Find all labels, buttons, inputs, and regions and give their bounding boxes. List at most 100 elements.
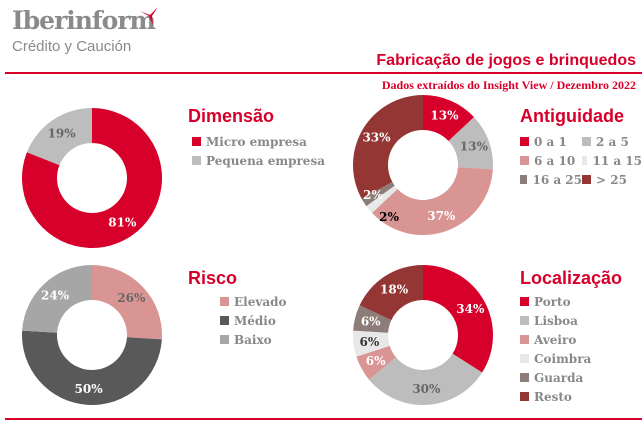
legend-label: 0 a 1 <box>534 134 567 149</box>
data-label: 81% <box>108 216 137 230</box>
legend-swatch <box>582 156 588 165</box>
data-label: 6% <box>361 315 381 329</box>
legend-swatch <box>520 316 529 325</box>
chart-title: Risco <box>188 268 238 288</box>
legend-label: Médio <box>234 313 276 328</box>
slice-Pequena empresa <box>26 108 92 166</box>
legend-label: Baixo <box>234 332 272 347</box>
data-label: 34% <box>456 302 485 316</box>
legend-swatch <box>520 175 528 184</box>
data-label: 2% <box>379 210 399 224</box>
slice-6 a 10 <box>371 167 493 236</box>
data-label: 19% <box>48 126 77 140</box>
legend-label: Resto <box>534 389 572 404</box>
legend-swatch <box>582 175 591 184</box>
legend-item: Guarda <box>520 368 591 387</box>
legend-item: 16 a 25 <box>520 170 582 189</box>
slice-Guarda <box>353 305 392 333</box>
legend-item: Pequena empresa <box>192 151 325 170</box>
data-label: 37% <box>427 209 456 223</box>
slice-2 a 5 <box>448 117 493 170</box>
legend-swatch <box>520 335 529 344</box>
donut-chart-antiguidade: 13% 13% 37% 2% 2% 33% <box>353 95 493 236</box>
legend-swatch <box>520 137 529 146</box>
chart-title: Dimensão <box>188 106 275 126</box>
legend-item: Médio <box>220 311 286 330</box>
legend-label: > 25 <box>596 172 627 187</box>
data-label: 2% <box>363 188 383 202</box>
legend: Porto Lisboa Aveiro Coimbra Guarda Resto <box>520 292 591 406</box>
legend-swatch <box>520 354 529 363</box>
slice-Coimbra <box>353 330 390 357</box>
legend-item: > 25 <box>582 170 642 189</box>
slice-11 a 15 <box>366 185 398 213</box>
chart-title: Antiguidade <box>520 106 624 126</box>
slice-> 25 <box>353 95 423 199</box>
legend-label: 2 a 5 <box>596 134 629 149</box>
logo-subtitle: Crédito y Caución <box>12 38 132 55</box>
legend-item: Micro empresa <box>192 132 325 151</box>
legend-swatch <box>520 297 529 306</box>
data-label: 13% <box>430 108 459 122</box>
legend-swatch <box>192 156 201 165</box>
slice-Micro empresa <box>21 108 162 248</box>
legend-item: Porto <box>520 292 591 311</box>
data-label: 13% <box>460 140 489 154</box>
data-label: 50% <box>75 382 104 396</box>
legend-label: Aveiro <box>534 332 577 347</box>
legend-item: Resto <box>520 387 591 406</box>
legend-item: 6 a 10 <box>520 151 582 170</box>
legend: 0 a 1 2 a 5 6 a 10 11 a 15 16 a 25 > 25 <box>520 132 642 189</box>
legend-item: 2 a 5 <box>582 132 642 151</box>
legend-swatch <box>220 297 229 306</box>
page-subtitle: Dados extraídos do Insight View / Dezemb… <box>381 78 636 92</box>
data-label: 33% <box>362 131 391 145</box>
legend-swatch <box>520 156 529 165</box>
legend-label: Coimbra <box>534 351 592 366</box>
donut-chart-localização: 34% 30% 6% 6% 6% 18% <box>353 265 493 405</box>
legend-label: Porto <box>534 294 571 309</box>
divider <box>5 72 642 74</box>
page-title: Fabricação de jogos e brinquedos <box>376 52 636 69</box>
legend-label: Lisboa <box>534 313 578 328</box>
chart-title: Localização <box>520 268 623 288</box>
logo-swoosh-icon <box>140 7 158 25</box>
legend-item: Baixo <box>220 330 286 349</box>
slice-Elevado <box>92 265 162 340</box>
legend-label: 11 a 15 <box>592 153 642 168</box>
legend-swatch <box>220 316 229 325</box>
data-label: 18% <box>380 282 409 296</box>
legend-item: Lisboa <box>520 311 591 330</box>
legend: Elevado Médio Baixo <box>220 292 286 349</box>
legend-label: 6 a 10 <box>534 153 576 168</box>
legend-swatch <box>582 137 591 146</box>
data-label: 26% <box>117 291 146 305</box>
legend-label: Pequena empresa <box>206 153 325 168</box>
legend-label: Elevado <box>234 294 287 309</box>
legend-label: 16 a 25 <box>532 172 582 187</box>
divider <box>5 418 642 420</box>
data-label: 6% <box>366 354 386 368</box>
slice-Médio <box>22 330 162 405</box>
legend-swatch <box>520 373 529 382</box>
legend-label: Micro empresa <box>206 134 307 149</box>
legend-item: Coimbra <box>520 349 591 368</box>
legend-label: Guarda <box>534 370 584 385</box>
legend-item: 0 a 1 <box>520 132 582 151</box>
data-label: 30% <box>412 382 441 396</box>
donut-chart-dimensão: 81% 19% <box>21 108 162 248</box>
logo: Iberinform <box>12 6 156 35</box>
slice-Porto <box>423 265 493 373</box>
legend-item: Elevado <box>220 292 286 311</box>
slice-Aveiro <box>356 345 397 380</box>
slice-0 a 1 <box>423 95 475 142</box>
data-label: 24% <box>41 289 70 303</box>
legend-swatch <box>520 392 529 401</box>
data-label: 6% <box>360 335 380 349</box>
donut-chart-risco: 26% 50% 24% <box>22 265 162 405</box>
legend-swatch <box>192 137 201 146</box>
slice-Lisboa <box>369 353 483 405</box>
slice-16 a 25 <box>361 181 395 207</box>
slice-Baixo <box>22 265 92 333</box>
legend-swatch <box>220 335 229 344</box>
